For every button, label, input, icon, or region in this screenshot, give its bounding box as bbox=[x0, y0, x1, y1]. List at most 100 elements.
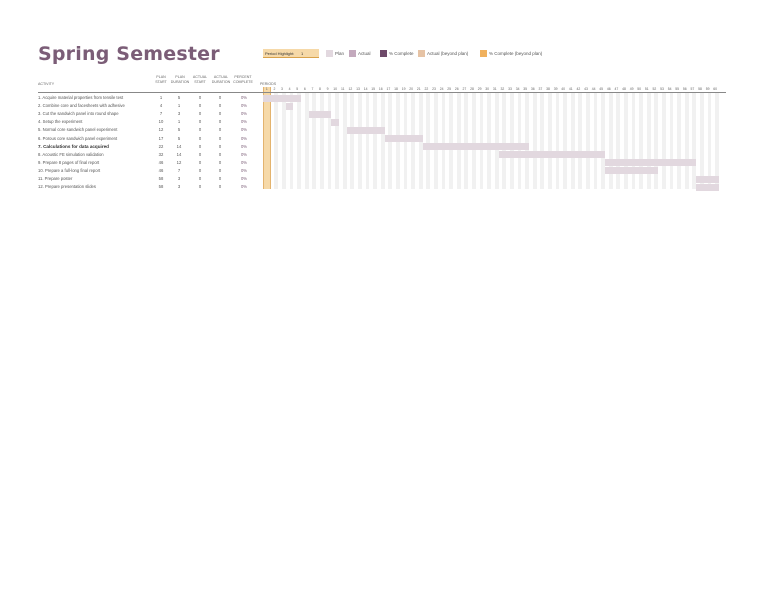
period-column-shade bbox=[707, 93, 712, 189]
period-column-shade bbox=[715, 93, 719, 189]
plan-duration-value: 3 bbox=[177, 184, 181, 190]
plan-start-value: 58 bbox=[158, 184, 164, 190]
percent-complete-value: 0% bbox=[240, 119, 248, 125]
period-column-shade bbox=[555, 93, 560, 189]
period-number: 1 bbox=[265, 87, 268, 91]
legend-actual-beyond: Actual (beyond plan) bbox=[418, 49, 468, 58]
plan-start-header-line2: START bbox=[155, 79, 167, 84]
actual-start-value: 0 bbox=[198, 103, 202, 109]
period-number: 8 bbox=[319, 87, 321, 91]
period-number: 26 bbox=[454, 87, 459, 91]
period-column-shade bbox=[700, 93, 704, 189]
period-number: 45 bbox=[599, 87, 604, 91]
period-number: 53 bbox=[660, 87, 664, 91]
period-number: 46 bbox=[606, 87, 611, 91]
plan-duration-value: 14 bbox=[176, 143, 182, 149]
plan-duration-value: 12 bbox=[176, 159, 182, 165]
period-column-shade bbox=[510, 93, 514, 189]
actual-duration-value: 0 bbox=[218, 119, 222, 125]
page-title: Spring Semester bbox=[38, 43, 220, 65]
period-number: 13 bbox=[356, 87, 360, 91]
plan-duration-value: 3 bbox=[177, 176, 181, 181]
plan-duration-value: 5 bbox=[177, 127, 181, 133]
activity-name: 8. Acoustic FE simulation validation bbox=[38, 151, 104, 157]
legend-plan-swatch bbox=[326, 50, 333, 58]
percent-complete-value: 0% bbox=[240, 135, 248, 141]
legend-actual: Actual bbox=[349, 49, 371, 58]
actual-duration-value: 0 bbox=[218, 127, 222, 133]
plan-start-value: 1 bbox=[159, 95, 163, 100]
plan-duration-header-line2: DURATION bbox=[170, 79, 190, 84]
actual-start-value: 0 bbox=[198, 111, 202, 117]
period-number: 33 bbox=[508, 87, 512, 91]
period-number: 5 bbox=[296, 87, 299, 91]
period-column-shade bbox=[441, 93, 446, 189]
activity-name: 5. Normal core sandwich panel experiment bbox=[38, 127, 118, 133]
actual-duration-value: 0 bbox=[218, 103, 222, 109]
period-column-shade bbox=[312, 93, 317, 189]
period-column-shade bbox=[624, 93, 628, 189]
period-column-shade bbox=[654, 93, 659, 189]
period-number: 51 bbox=[644, 87, 649, 91]
legend-actual-beyond-swatch bbox=[418, 50, 425, 58]
period-column-shade bbox=[502, 93, 507, 189]
actual-duration-header-line1: ACTUAL bbox=[213, 75, 229, 79]
actual-start-value: 0 bbox=[198, 151, 202, 157]
legend-actual-swatch bbox=[349, 50, 356, 58]
period-highlight-control[interactable]: Period Highlight: 1 bbox=[263, 49, 319, 58]
plan-start-header-line1: PLAN bbox=[156, 75, 166, 79]
period-number: 55 bbox=[675, 87, 680, 91]
legend-actual-beyond-label: Actual (beyond plan) bbox=[427, 51, 469, 56]
period-number: 10 bbox=[333, 87, 338, 91]
period-number: 2 bbox=[273, 87, 276, 91]
actual-duration-value: 0 bbox=[218, 111, 222, 117]
activity-name: 4. Setup the experiment bbox=[38, 119, 83, 125]
activity-name: 6. Porous core sandwich panel experiment bbox=[38, 135, 118, 141]
plan-duration-value: 1 bbox=[177, 119, 181, 125]
actual-start-header: ACTUAL START bbox=[190, 75, 210, 84]
period-number: 54 bbox=[667, 87, 672, 91]
period-highlight-label: Period Highlight: bbox=[265, 51, 295, 56]
actual-duration-value: 0 bbox=[218, 184, 222, 190]
legend-complete-beyond: % Complete (beyond plan) bbox=[480, 49, 542, 58]
period-number: 60 bbox=[713, 87, 718, 91]
period-column-shade bbox=[525, 93, 529, 189]
plan-start-header: PLAN START bbox=[152, 75, 170, 84]
period-column-shade bbox=[327, 93, 332, 189]
period-column-shade bbox=[358, 93, 362, 189]
actual-start-value: 0 bbox=[198, 176, 202, 181]
period-column-shade bbox=[449, 93, 453, 189]
plan-start-value: 46 bbox=[158, 167, 164, 173]
period-column-shade bbox=[646, 93, 651, 189]
period-column-shade bbox=[282, 93, 286, 189]
plan-bar bbox=[346, 126, 385, 134]
period-highlight-value[interactable]: 1 bbox=[301, 51, 304, 56]
plan-duration-header-line1: PLAN bbox=[175, 75, 185, 79]
highlighted-period-column bbox=[263, 87, 271, 189]
period-column-shade bbox=[304, 93, 309, 189]
actual-start-value: 0 bbox=[198, 95, 202, 100]
period-column-shade bbox=[631, 93, 636, 189]
period-number: 59 bbox=[705, 87, 710, 91]
period-number: 29 bbox=[477, 87, 482, 91]
plan-start-value: 12 bbox=[158, 127, 164, 133]
period-number: 50 bbox=[637, 87, 642, 91]
percent-complete-value: 0% bbox=[240, 111, 248, 117]
plan-duration-value: 3 bbox=[177, 111, 181, 117]
period-number: 56 bbox=[682, 87, 687, 91]
plan-start-value: 17 bbox=[158, 135, 164, 141]
actual-start-value: 0 bbox=[198, 159, 202, 165]
period-column-shade bbox=[380, 93, 385, 189]
period-number: 40 bbox=[561, 87, 566, 91]
period-column-shade bbox=[608, 93, 613, 189]
period-number: 20 bbox=[409, 87, 414, 91]
activity-name: 3. Cut the sandwich panel into round sha… bbox=[38, 111, 119, 117]
plan-duration-value: 14 bbox=[176, 151, 182, 157]
actual-start-value: 0 bbox=[198, 167, 202, 173]
activity-header: ACTIVITY bbox=[38, 82, 55, 86]
period-number: 12 bbox=[348, 87, 353, 91]
plan-duration-value: 5 bbox=[177, 95, 181, 100]
period-column-shade bbox=[350, 93, 355, 189]
period-number: 43 bbox=[584, 87, 588, 91]
period-column-shade bbox=[669, 93, 674, 189]
